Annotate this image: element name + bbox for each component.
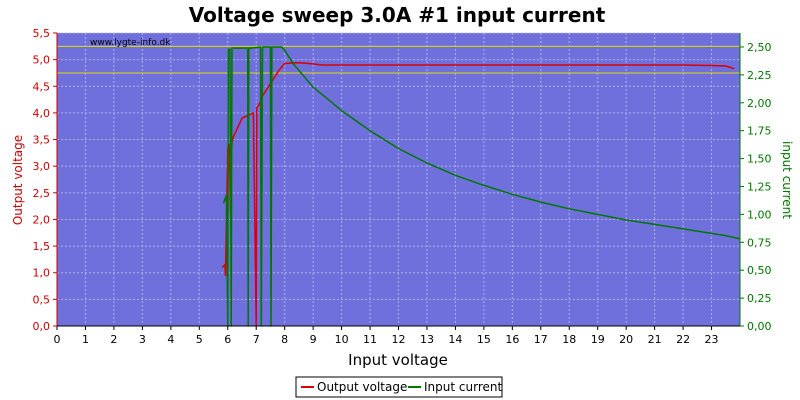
grid: [57, 32, 740, 326]
y-right-tick-label: 1,50: [747, 153, 772, 166]
x-tick-label: 2: [110, 333, 117, 346]
x-axis-label: Input voltage: [348, 351, 448, 369]
y-left-tick-label: 5,0: [33, 54, 51, 67]
y-left-tick-label: 4,0: [33, 107, 51, 120]
y-right-tick-label: 0,00: [747, 320, 772, 333]
x-tick-label: 13: [420, 333, 434, 346]
y-right-axis-label: input current: [780, 141, 794, 219]
x-tick-label: 12: [392, 333, 406, 346]
y-right-tick-label: 1,75: [747, 125, 772, 138]
chart-title: Voltage sweep 3.0A #1 input current: [189, 3, 606, 27]
reference-lines: [57, 45, 740, 74]
watermark: www.lygte-info.dk: [90, 38, 171, 48]
x-tick-label: 7: [253, 333, 260, 346]
y-left-tick-label: 2,0: [33, 213, 51, 226]
x-tick-label: 21: [648, 333, 662, 346]
x-tick-label: 1: [82, 333, 89, 346]
axes: 0 1 2 3 4 5 6 7 8 9 10 11 12 13 14 15 16 17 18 19 20 21 22 230,…: [33, 27, 772, 346]
y-left-tick-label: 1,0: [33, 267, 51, 280]
y-right-tick-label: 0,50: [747, 264, 772, 277]
series-group: [221, 46, 741, 327]
legend: Output voltage Input current: [295, 376, 503, 398]
x-tick-label: 20: [619, 333, 633, 346]
y-right-tick-label: 2,00: [747, 97, 772, 110]
x-tick-label: 23: [705, 333, 719, 346]
y-left-tick-label: 0,0: [33, 320, 51, 333]
y-right-tick-label: 2,25: [747, 69, 772, 82]
legend-label-output-voltage: Output voltage: [317, 380, 407, 394]
x-tick-label: 5: [196, 333, 203, 346]
x-tick-label: 0: [54, 333, 61, 346]
y-right-tick-label: 0,25: [747, 292, 772, 305]
x-tick-label: 17: [534, 333, 548, 346]
x-tick-label: 11: [363, 333, 377, 346]
x-tick-label: 9: [310, 333, 317, 346]
y-left-axis-label: Output voltage: [11, 135, 25, 225]
x-tick-label: 10: [335, 333, 349, 346]
legend-box: [295, 376, 503, 398]
x-tick-label: 14: [448, 333, 462, 346]
x-tick-label: 4: [167, 333, 174, 346]
series-line-input-current: [222, 46, 741, 327]
y-left-tick-label: 2,5: [33, 187, 51, 200]
legend-label-input-current: Input current: [424, 380, 502, 394]
y-left-tick-label: 1,5: [33, 240, 51, 253]
y-left-tick-label: 0,5: [33, 293, 51, 306]
x-tick-label: 15: [477, 333, 491, 346]
y-left-tick-label: 3,5: [33, 134, 51, 147]
y-right-tick-label: 0,75: [747, 236, 772, 249]
x-tick-label: 22: [676, 333, 690, 346]
y-left-tick-label: 5,5: [33, 27, 51, 40]
x-tick-label: 19: [591, 333, 605, 346]
y-right-tick-label: 1,00: [747, 208, 772, 221]
x-tick-label: 16: [505, 333, 519, 346]
x-tick-label: 6: [224, 333, 231, 346]
x-tick-label: 18: [562, 333, 576, 346]
x-tick-label: 8: [281, 333, 288, 346]
x-tick-label: 3: [139, 333, 146, 346]
y-right-tick-label: 1,25: [747, 180, 772, 193]
y-left-tick-label: 3,0: [33, 160, 51, 173]
y-right-tick-label: 2,50: [747, 41, 772, 54]
y-left-tick-label: 4,5: [33, 80, 51, 93]
